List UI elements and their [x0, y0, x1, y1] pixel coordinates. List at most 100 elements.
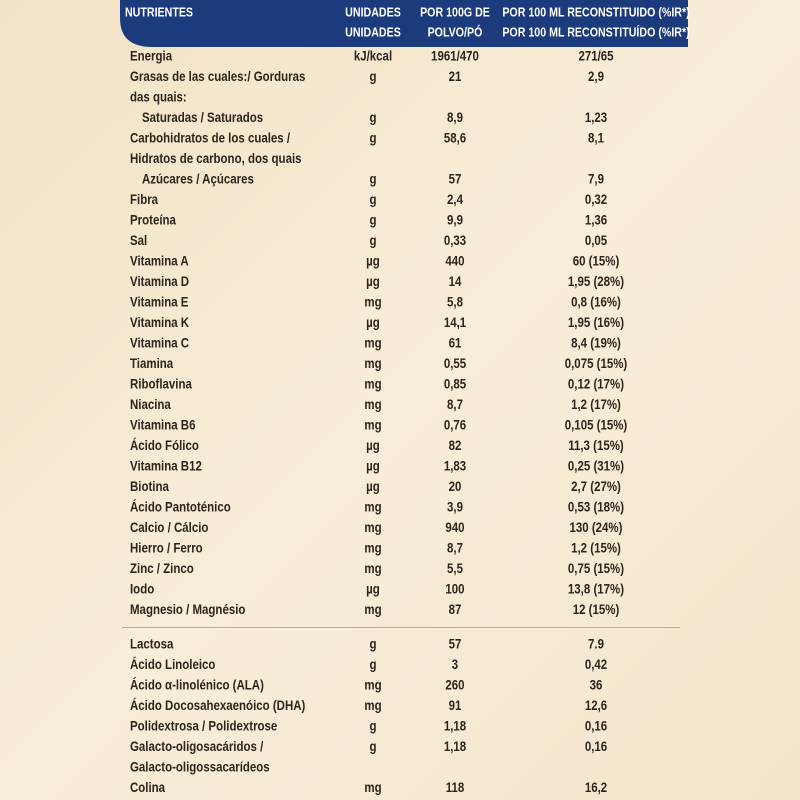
nutrient-name: Vitamina E: [130, 294, 189, 310]
cell-unit: µg: [366, 478, 380, 494]
nutrient-name: Galacto-oligosacáridos /: [130, 738, 264, 754]
cell-unit: g: [369, 191, 376, 207]
cell-per100ml: 1,2 (15%): [571, 540, 621, 556]
cell-per100g: 0,55: [444, 355, 466, 371]
cell-unit: mg: [364, 540, 381, 556]
cell-per100g: 14: [449, 273, 463, 289]
cell-per100ml: 271/65: [578, 48, 613, 64]
nutrient-name: Niacina: [130, 396, 172, 412]
nutrient-name: Ácido Pantoténico: [130, 499, 231, 515]
nutrient-name: Zinc / Zinco: [130, 560, 194, 576]
cell-per100ml: 0,8 (16%): [571, 294, 621, 310]
cell-per100g: 1961/470: [431, 48, 479, 64]
cell-unit: mg: [364, 499, 381, 515]
nutrient-name: Sal: [130, 232, 147, 248]
header-units: UNIDADES: [345, 4, 401, 19]
cell-unit: g: [369, 656, 376, 672]
cell-per100ml: 0,32: [585, 191, 607, 207]
cell-per100g: 5,5: [447, 560, 463, 576]
cell-unit: mg: [364, 697, 381, 713]
nutrient-name: Saturadas / Saturados: [142, 109, 263, 125]
header-units: UNIDADES: [345, 24, 401, 39]
nutrient-name: Calcio / Cálcio: [130, 519, 209, 535]
cell-per100g: 118: [446, 779, 465, 795]
nutrient-name: Proteína: [130, 212, 177, 228]
nutrient-name: Iodo: [130, 581, 154, 597]
cell-per100g: 1,18: [444, 718, 466, 734]
header-band: [120, 0, 688, 47]
nutrient-name: Vitamina A: [130, 253, 189, 269]
nutrient-name: Vitamina K: [130, 314, 190, 330]
nutrient-name: Ácido Linoleico: [130, 656, 216, 672]
cell-per100ml: 1,2 (17%): [571, 396, 621, 412]
cell-per100ml: 1,36: [585, 212, 607, 228]
cell-per100ml: 16,2: [585, 779, 607, 795]
cell-unit: µg: [366, 253, 380, 269]
cell-unit: mg: [364, 779, 381, 795]
cell-per100g: 61: [449, 335, 462, 351]
cell-unit: g: [369, 109, 376, 125]
cell-per100ml: 60 (15%): [573, 253, 620, 269]
cell-unit: mg: [364, 677, 381, 693]
cell-per100g: 9,9: [447, 212, 463, 228]
cell-unit: g: [369, 212, 376, 228]
header-per100g: POLVO/PÓ: [428, 23, 483, 39]
cell-per100g: 20: [449, 478, 462, 494]
cell-per100ml: 1,95 (16%): [568, 314, 624, 330]
cell-per100ml: 0,25 (31%): [568, 458, 624, 474]
cell-unit: µg: [366, 437, 380, 453]
nutrient-name: Magnesio / Magnésio: [130, 601, 246, 617]
cell-unit: g: [369, 171, 376, 187]
cell-unit: g: [369, 636, 376, 652]
cell-unit: mg: [364, 396, 381, 412]
cell-per100ml: 8,1: [588, 130, 604, 146]
cell-per100g: 8,7: [447, 540, 463, 556]
cell-per100ml: 0,16: [585, 718, 607, 734]
cell-per100g: 82: [449, 437, 462, 453]
cell-per100g: 0,33: [444, 232, 466, 248]
cell-unit: mg: [364, 601, 381, 617]
cell-per100g: 58,6: [444, 130, 466, 146]
nutrient-name: Lactosa: [130, 636, 174, 652]
cell-unit: mg: [364, 335, 381, 351]
cell-unit: mg: [364, 417, 381, 433]
nutrient-name: Azúcares / Açúcares: [142, 171, 254, 187]
cell-per100g: 940: [445, 519, 464, 535]
cell-per100ml: 0,05: [585, 232, 607, 248]
cell-per100ml: 11,3 (15%): [568, 437, 624, 453]
cell-per100g: 3: [452, 656, 458, 672]
cell-per100ml: 7,9: [588, 171, 604, 187]
cell-unit: µg: [366, 458, 380, 474]
nutrient-name: Tiamina: [130, 355, 174, 371]
nutrient-name: Colina: [130, 779, 166, 795]
cell-per100ml: 0,16: [585, 738, 607, 754]
nutrient-name: Ácido α-linolénico (ALA): [130, 677, 264, 693]
cell-unit: µg: [366, 273, 380, 289]
cell-per100g: 3,9: [447, 499, 463, 515]
cell-per100ml: 7.9: [588, 636, 604, 652]
cell-unit: kJ/kcal: [354, 48, 392, 64]
header-per100ml: POR 100 ML RECONSTITUÍDO (%IR*): [502, 23, 689, 39]
cell-per100ml: 0,12 (17%): [568, 376, 624, 392]
cell-per100g: 8,9: [447, 109, 463, 125]
cell-per100g: 5,8: [447, 294, 463, 310]
nutrient-name: Energia: [130, 48, 173, 64]
nutrient-name: Carbohidratos de los cuales /: [130, 130, 290, 146]
cell-per100ml: 1,23: [585, 109, 607, 125]
cell-per100g: 1,18: [444, 738, 466, 754]
nutrient-name: Ácido Fólico: [130, 437, 199, 453]
cell-per100g: 440: [445, 253, 464, 269]
cell-unit: µg: [366, 314, 380, 330]
cell-per100g: 21: [449, 68, 462, 84]
cell-per100g: 260: [445, 677, 464, 693]
cell-unit: mg: [364, 355, 381, 371]
cell-per100ml: 130 (24%): [570, 519, 623, 535]
cell-per100g: 8,7: [447, 396, 463, 412]
text-layer: NUTRIENTES UNIDADES UNIDADES POR 100G DE POL…: [125, 4, 690, 795]
cell-unit: g: [369, 130, 376, 146]
cell-unit: mg: [364, 560, 381, 576]
nutrient-name: Ácido Docosahexaenóico (DHA): [130, 697, 305, 713]
cell-unit: mg: [364, 376, 381, 392]
cell-per100ml: 0,105 (15%): [565, 417, 628, 433]
